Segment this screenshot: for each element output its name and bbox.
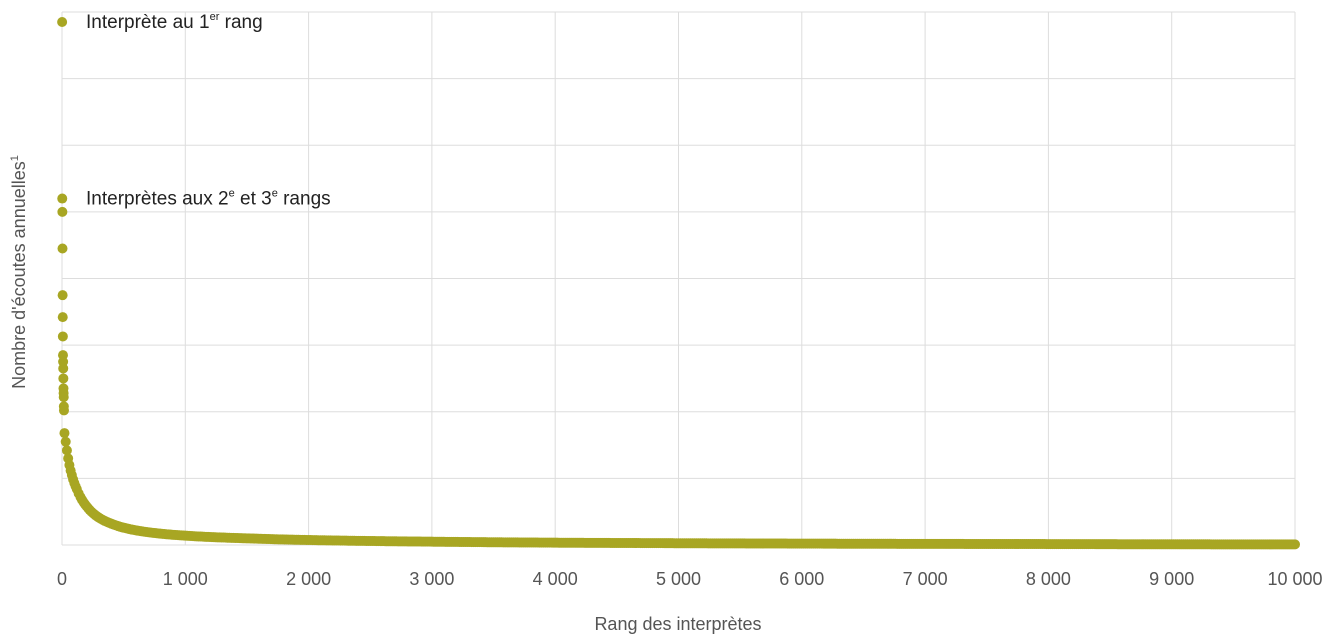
y-axis-title-main: Nombre d'écoutes annuelles	[9, 161, 29, 389]
data-point	[57, 206, 68, 217]
data-point	[57, 331, 68, 342]
data-point	[57, 243, 68, 254]
x-tick-labels: 0 1 000 2 000 3 000 4 000 5 000 6 000 7 000 8 00…	[57, 569, 1323, 589]
x-tick-label: 4 000	[533, 569, 578, 589]
data-point	[61, 445, 72, 456]
y-axis-title: Nombre d'écoutes annuelles1	[9, 155, 29, 389]
x-tick-label: 3 000	[409, 569, 454, 589]
data-point	[57, 290, 68, 301]
annotations: Interprète au 1er rang Interprètes aux 2e…	[86, 11, 331, 210]
data-point	[1290, 539, 1300, 550]
data-point	[57, 193, 68, 204]
data-point	[58, 392, 69, 403]
x-tick-label: 2 000	[286, 569, 331, 589]
x-axis-title: Rang des interprètes	[594, 614, 761, 634]
x-tick-label: 1 000	[163, 569, 208, 589]
annotation-first-rank: Interprète au 1er rang	[86, 11, 263, 33]
grid	[61, 11, 1296, 546]
data-points	[57, 16, 1300, 550]
x-tick-label: 6 000	[779, 569, 824, 589]
annotation-second-third-rank: Interprètes aux 2e et 3e rangs	[86, 188, 331, 210]
x-tick-label: 7 000	[903, 569, 948, 589]
y-axis-title-sup: 1	[9, 155, 21, 161]
x-tick-label: 5 000	[656, 569, 701, 589]
x-tick-label: 8 000	[1026, 569, 1071, 589]
data-point	[57, 16, 68, 27]
x-tick-label: 10 000	[1267, 569, 1322, 589]
data-point	[58, 373, 69, 384]
data-point	[59, 428, 70, 439]
data-point	[58, 363, 69, 374]
data-point	[57, 312, 68, 323]
data-point	[60, 436, 71, 447]
x-tick-label: 0	[57, 569, 67, 589]
data-point	[58, 405, 69, 416]
x-tick-label: 9 000	[1149, 569, 1194, 589]
